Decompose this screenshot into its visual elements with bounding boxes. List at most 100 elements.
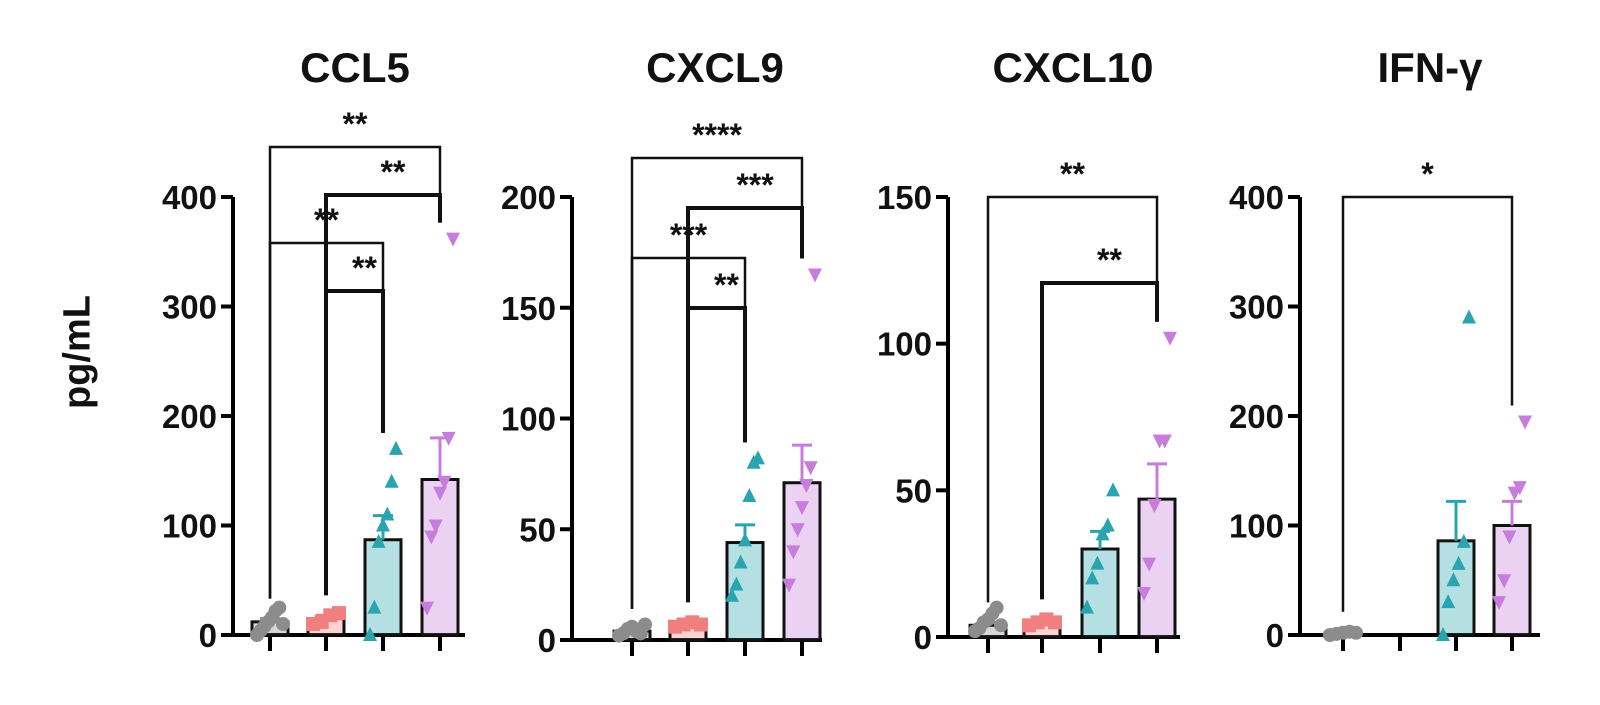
panel3-point-3 bbox=[1100, 517, 1115, 532]
panel1-sig-label: ** bbox=[381, 154, 406, 190]
panel2-bar-3 bbox=[725, 541, 765, 642]
panel3-point-4 bbox=[1137, 587, 1151, 601]
panel3-y-tick-label: 0 bbox=[914, 619, 932, 656]
panel1-point-3 bbox=[384, 473, 399, 488]
panel2-title: CXCL9 bbox=[646, 44, 784, 91]
panel1-point-3 bbox=[380, 506, 395, 521]
panel3-y-tick-label: 100 bbox=[877, 326, 932, 363]
panel2-sig-bracket bbox=[630, 156, 804, 609]
panel2-y-tick-label: 50 bbox=[519, 511, 556, 548]
panel2-point-2 bbox=[694, 617, 708, 632]
panel1-point-3 bbox=[376, 517, 390, 532]
panel2-y-tick-label: 100 bbox=[501, 401, 556, 438]
panel1-point-3 bbox=[363, 627, 377, 641]
panel2-point-3 bbox=[751, 450, 765, 465]
panel3-point-4 bbox=[1147, 499, 1162, 513]
panel1-point-4 bbox=[420, 601, 434, 616]
panel4-sig-label: * bbox=[1421, 156, 1434, 192]
panel3-bar-4 bbox=[1137, 497, 1177, 639]
panel3-point-4 bbox=[1142, 557, 1157, 572]
panel1-point-4 bbox=[446, 232, 460, 247]
panel3-point-1 bbox=[994, 618, 1008, 633]
panel1-y-tick-label: 300 bbox=[162, 289, 217, 326]
panel3-sig-label: ** bbox=[1097, 242, 1122, 278]
panel1-point-4 bbox=[437, 475, 452, 490]
panel2-sig-label: ** bbox=[714, 267, 739, 303]
panel1-y-tick-label: 400 bbox=[162, 179, 217, 216]
panel1-point-3 bbox=[367, 599, 382, 614]
panel4-y-tick-label: 100 bbox=[1229, 508, 1284, 545]
panel3-point-3 bbox=[1085, 570, 1100, 585]
panel4-point-3 bbox=[1451, 555, 1466, 570]
panel4-point-4 bbox=[1497, 574, 1512, 589]
panel3-y-tick-label: 150 bbox=[877, 179, 932, 216]
panel4-point-4 bbox=[1502, 530, 1517, 545]
panel2-y-tick-label: 200 bbox=[501, 179, 556, 216]
panel3-point-4 bbox=[1157, 434, 1172, 449]
panel3-point-1 bbox=[989, 600, 1004, 615]
panel3-point-2 bbox=[1048, 615, 1062, 630]
panel3-sig-bracket bbox=[1040, 281, 1159, 600]
panel2-sig-label: *** bbox=[670, 217, 708, 253]
panel2-point-3 bbox=[738, 532, 752, 547]
panel2-point-3 bbox=[733, 554, 748, 569]
panel2-point-4 bbox=[790, 523, 805, 538]
panel4-point-1 bbox=[1349, 625, 1363, 640]
panel1-sig-bracket bbox=[324, 289, 385, 596]
panel1-point-1 bbox=[276, 617, 290, 632]
panel2-point-4 bbox=[803, 461, 818, 476]
panel1-point-1 bbox=[272, 600, 287, 615]
panel3-title: CXCL10 bbox=[992, 44, 1153, 91]
panel4-point-4 bbox=[1518, 415, 1532, 430]
panel4-bar-3 bbox=[1436, 539, 1476, 637]
panel1-sig-label: ** bbox=[343, 106, 368, 142]
panel1-title: CCL5 bbox=[300, 44, 410, 91]
panel1-sig-bracket bbox=[268, 145, 442, 599]
panel2-point-4 bbox=[782, 578, 796, 593]
panel4-point-3 bbox=[1456, 533, 1471, 548]
panel2-y-tick-label: 150 bbox=[501, 290, 556, 327]
panel1-sig-label: ** bbox=[314, 202, 339, 238]
panel1-y-tick-label: 100 bbox=[162, 508, 217, 545]
panel1-y-tick-label: 200 bbox=[162, 398, 217, 435]
panel2-y-tick-label: 0 bbox=[538, 622, 556, 659]
panel3-point-3 bbox=[1080, 599, 1094, 614]
panel4-point-4 bbox=[1512, 481, 1527, 496]
panel2-sig-label: *** bbox=[736, 167, 774, 203]
panel4-y-tick-label: 200 bbox=[1229, 398, 1284, 435]
panel3-point-3 bbox=[1090, 555, 1105, 570]
panel1-sig-label: ** bbox=[352, 250, 377, 286]
panel4-point-3 bbox=[1441, 594, 1456, 609]
panel3-point-3 bbox=[1106, 482, 1120, 497]
panel4-y-tick-label: 400 bbox=[1229, 179, 1284, 216]
panel3-sig-bracket bbox=[986, 195, 1159, 603]
panel2-point-3 bbox=[725, 587, 739, 602]
panel1-point-3 bbox=[389, 440, 403, 455]
panel3-point-4 bbox=[1163, 331, 1177, 346]
panel2-point-4 bbox=[786, 545, 801, 560]
panel1-point-2 bbox=[332, 606, 346, 621]
panel4-y-tick-label: 0 bbox=[1266, 617, 1284, 654]
panel2-point-3 bbox=[729, 576, 744, 591]
panel2-point-1 bbox=[638, 617, 652, 632]
panel2-point-4 bbox=[795, 501, 809, 516]
panel4-bar-4 bbox=[1492, 524, 1532, 637]
panel4-title: IFN-γ bbox=[1378, 44, 1484, 91]
panel4-point-3 bbox=[1446, 572, 1461, 587]
panel1-point-4 bbox=[424, 530, 439, 545]
panel4-sig-bracket bbox=[1341, 195, 1514, 612]
panel4-point-3 bbox=[1462, 309, 1476, 324]
panel1-point-3 bbox=[371, 533, 386, 548]
panel4-y-tick-label: 300 bbox=[1229, 289, 1284, 326]
panel1-point-4 bbox=[428, 519, 443, 534]
panel2-point-4 bbox=[808, 268, 822, 283]
panel1-point-4 bbox=[441, 431, 456, 446]
panel4-point-4 bbox=[1492, 596, 1506, 611]
panel4-point-3 bbox=[1436, 627, 1450, 641]
panel1-bar-3 bbox=[363, 538, 403, 637]
panel1-point-4 bbox=[433, 486, 447, 501]
panel2-point-4 bbox=[799, 478, 814, 493]
panel3-y-tick-label: 50 bbox=[895, 472, 932, 509]
panel2-point-3 bbox=[742, 488, 757, 503]
